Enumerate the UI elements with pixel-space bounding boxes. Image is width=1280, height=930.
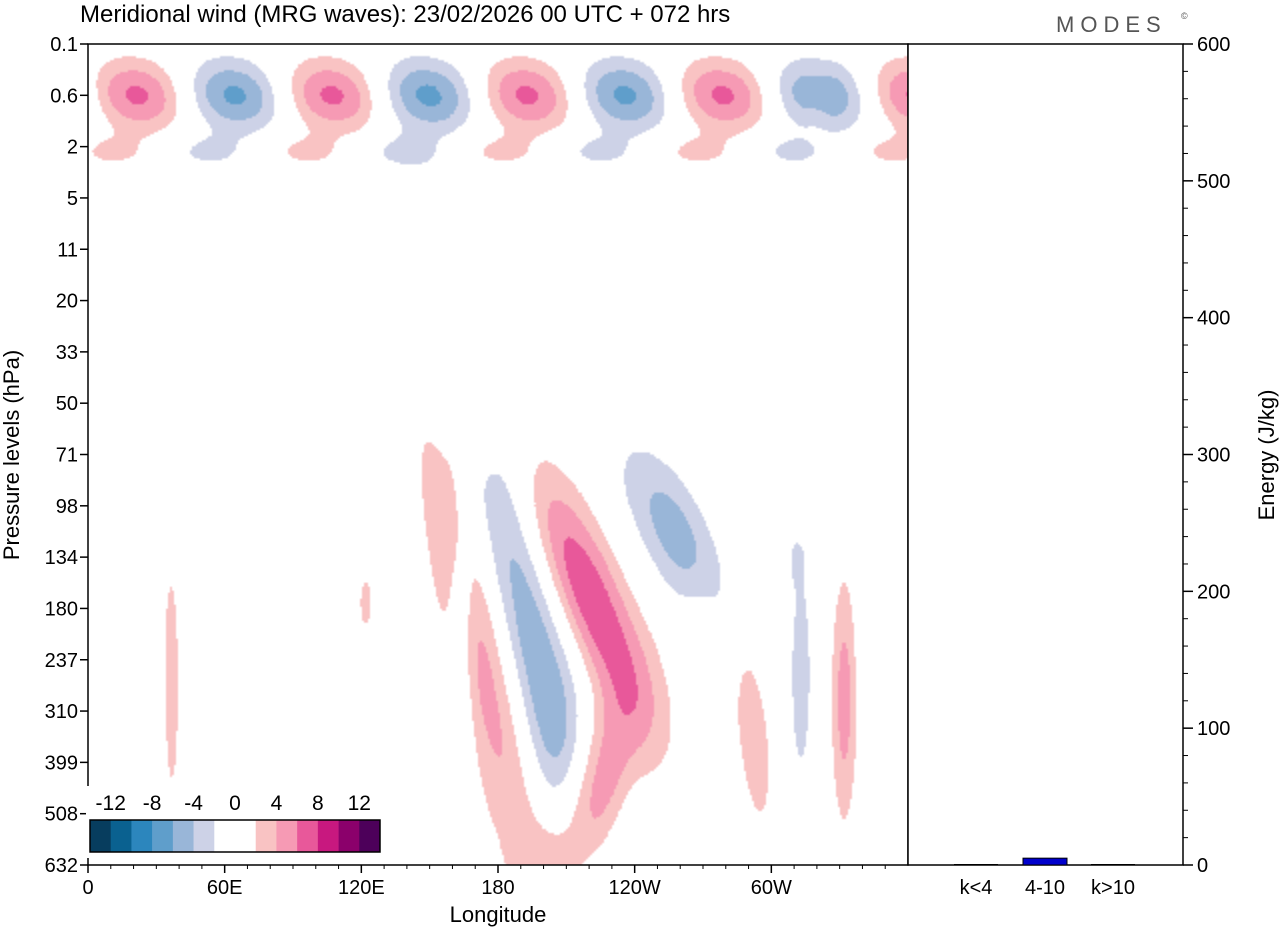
colorbar-swatch [359, 820, 381, 852]
y-tick-label: 2 [67, 137, 78, 159]
colorbar-swatch [255, 820, 277, 852]
x-tick-label: 120E [338, 877, 385, 899]
energy-panel-frame [907, 43, 1184, 866]
x-axis-label: Longitude [450, 902, 547, 927]
colorbar-label: -4 [184, 792, 203, 815]
energy-axis-label: Energy (J/kg) [1254, 390, 1279, 521]
y-tick-label: 98 [56, 496, 78, 518]
energy-x-tick-label: k<4 [960, 877, 993, 899]
y-tick-label: 0.1 [50, 34, 78, 56]
brand-logo: MODES [1056, 12, 1167, 37]
x-tick-label: 120W [609, 877, 661, 899]
colorbar-swatch [110, 820, 132, 852]
colorbar-swatch [297, 820, 319, 852]
energy-panel: 0 100 200 300 400 500 600 k<4 4-10 k>10 [907, 34, 1230, 899]
x-tick-label: 60W [751, 877, 792, 899]
colorbar-swatch [90, 820, 112, 852]
y-tick-label: 20 [56, 291, 78, 313]
colorbar-label: -8 [143, 792, 162, 815]
colorbar-label: -12 [96, 792, 126, 815]
wind-field-contours [88, 44, 908, 865]
energy-x-axis-ticks: k<4 4-10 k>10 [960, 877, 1135, 899]
main-plot: 0.1 0.6 2 5 11 20 33 50 71 98 134 180 237 310 399 508 63… [45, 34, 909, 899]
colorbar-swatch [193, 820, 215, 852]
colorbar-swatch [152, 820, 174, 852]
energy-y-tick-label: 300 [1197, 445, 1230, 467]
colorbar-swatch [214, 820, 236, 852]
colorbar-swatch [317, 820, 339, 852]
y-tick-label: 11 [57, 239, 78, 261]
y-axis-ticks: 0.1 0.6 2 5 11 20 33 50 71 98 134 180 237 310 399 508 63… [45, 34, 88, 877]
energy-y-tick-label: 100 [1197, 718, 1230, 740]
energy-x-tick-label: k>10 [1091, 877, 1135, 899]
y-tick-label: 71 [56, 445, 78, 467]
y-tick-label: 33 [56, 342, 78, 364]
y-tick-label: 237 [45, 650, 78, 672]
y-tick-label: 134 [45, 547, 78, 569]
colorbar-label: 12 [348, 792, 371, 815]
energy-x-tick-label: 4-10 [1025, 877, 1065, 899]
energy-y-tick-label: 400 [1197, 308, 1230, 330]
y-tick-label: 50 [56, 393, 78, 415]
colorbar-swatch [235, 820, 257, 852]
energy-y-tick-label: 200 [1197, 581, 1230, 603]
colorbar-swatch [172, 820, 194, 852]
x-tick-label: 180 [481, 877, 514, 899]
y-tick-label: 180 [45, 598, 78, 620]
energy-bar [1022, 857, 1068, 866]
y-axis-label: Pressure levels (hPa) [0, 350, 24, 560]
colorbar-label: 8 [312, 792, 324, 815]
y-tick-label: 399 [45, 752, 78, 774]
brand-mark: © [1181, 11, 1188, 21]
x-tick-label: 60E [207, 877, 243, 899]
y-tick-label: 632 [45, 855, 78, 877]
colorbar-label: 4 [271, 792, 283, 815]
y-tick-label: 310 [45, 701, 78, 723]
colorbar-frame [89, 819, 381, 853]
energy-bars [954, 857, 1135, 866]
energy-y-tick-label: 600 [1197, 34, 1230, 56]
y-tick-label: 508 [45, 804, 78, 826]
colorbar-swatch [131, 820, 153, 852]
y-tick-label: 0.6 [50, 85, 78, 107]
colorbar: -12 -8 -4 0 4 8 12 [86, 786, 384, 858]
chart-title: Meridional wind (MRG waves): 23/02/2026 … [80, 1, 730, 28]
x-axis-ticks: 0 60E 120E 180 120W 60W [82, 865, 886, 899]
colorbar-swatch [338, 820, 360, 852]
energy-y-tick-label: 0 [1197, 855, 1208, 877]
colorbar-label: 0 [229, 792, 241, 815]
colorbar-swatch [276, 820, 298, 852]
x-tick-label: 0 [82, 877, 93, 899]
energy-y-tick-label: 500 [1197, 171, 1230, 193]
energy-y-axis-ticks: 0 100 200 300 400 500 600 [1183, 34, 1230, 877]
y-tick-label: 5 [67, 188, 78, 210]
